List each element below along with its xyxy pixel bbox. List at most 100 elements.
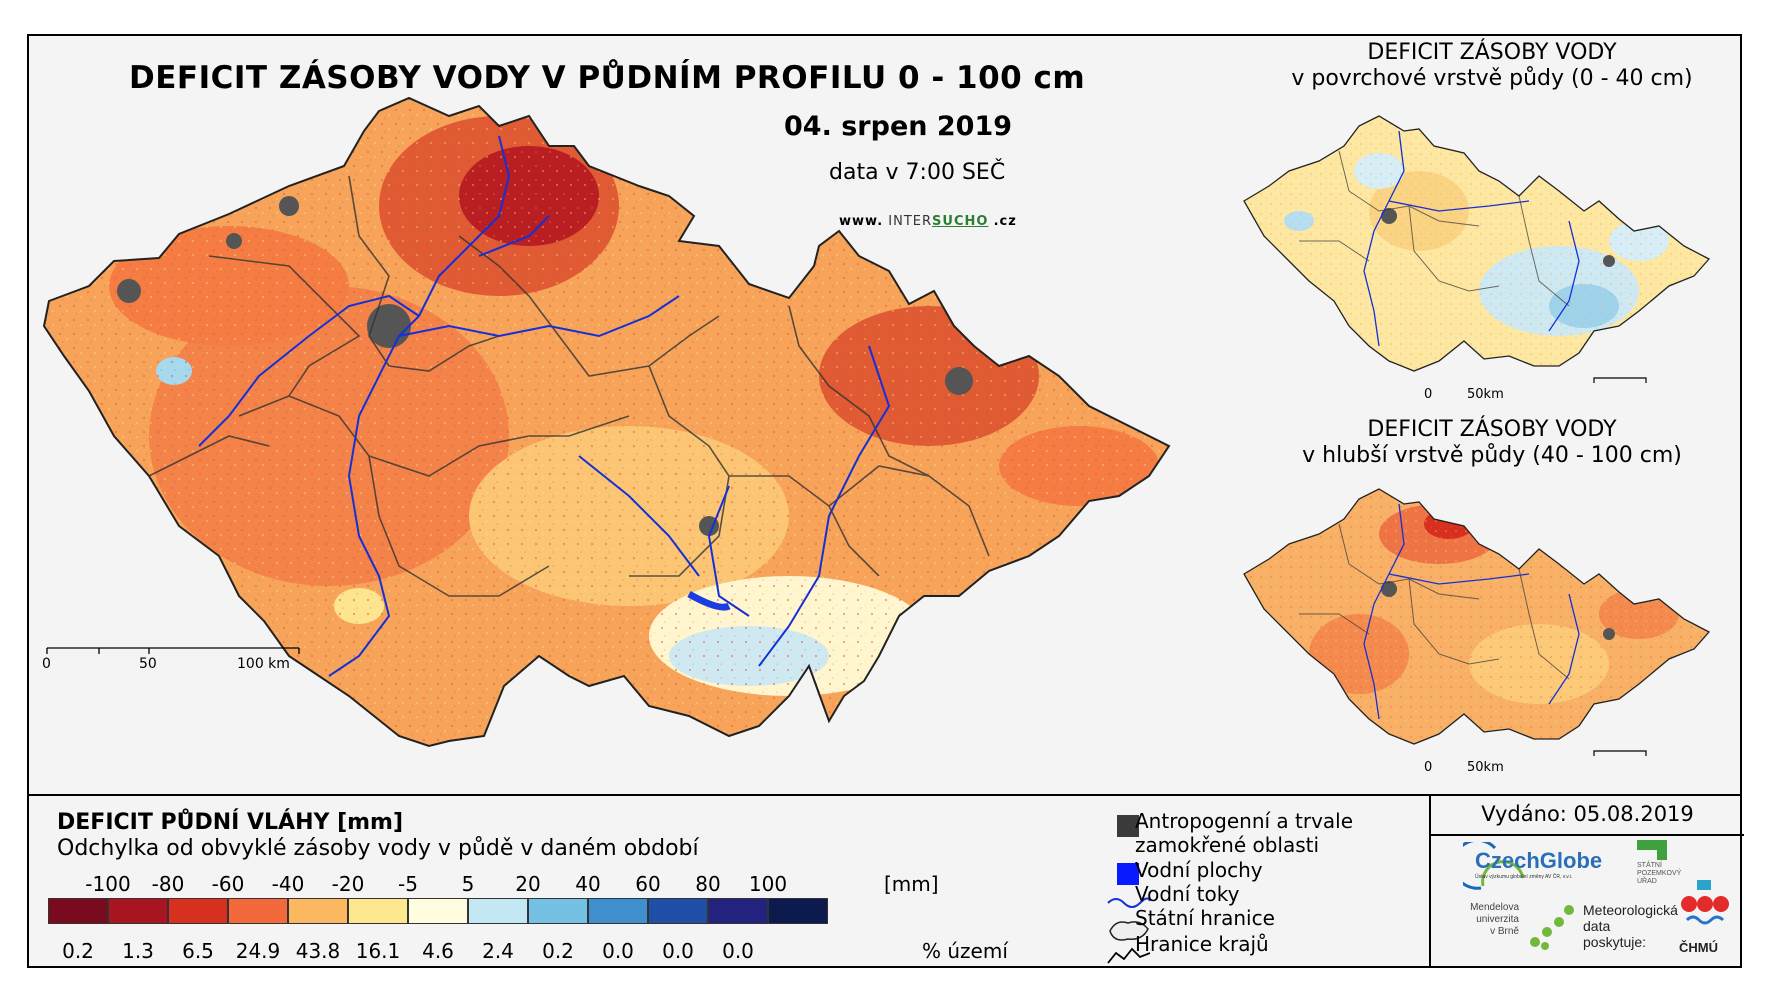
spu-text-2: POZEMKOVÝ	[1637, 870, 1682, 877]
legend-threshold-label: 40	[575, 872, 601, 896]
legend-swatch	[288, 898, 348, 924]
legend-swatch	[108, 898, 168, 924]
legend-threshold-label: 100	[748, 872, 788, 896]
legend-percent-value: 0.0	[662, 939, 694, 963]
czechglobe-name: CzechGlobe	[1475, 848, 1603, 873]
mendelu-logo	[1530, 905, 1574, 950]
mendelu-text: Mendelova univerzita v Brně	[1467, 902, 1519, 938]
mendelu-text-2: univerzita	[1476, 914, 1519, 925]
website-link[interactable]: www. INTERSUCHO .cz	[839, 214, 1017, 229]
meteo-text: Meteorologická data poskytuje:	[1583, 902, 1678, 950]
legend-threshold-label: 60	[635, 872, 661, 896]
legend-swatch	[468, 898, 528, 924]
inset-deep-title: DEFICIT ZÁSOBY VODY v hlubší vrstvě půdy…	[1232, 417, 1752, 469]
inset-deep-scale-0: 0	[1424, 760, 1433, 775]
legend-threshold-label: -5	[398, 872, 418, 896]
legend-threshold-label: -80	[151, 872, 185, 896]
main-map	[42, 96, 1171, 748]
symbol-anthropogenic-label-2: zamokřené oblasti	[1135, 833, 1320, 857]
czechglobe-logo	[1463, 842, 1525, 890]
spu-text-1: STÁTNÍ	[1637, 862, 1662, 869]
legend-swatch	[348, 898, 408, 924]
legend-percent-label: % území	[922, 939, 1008, 963]
legend-swatch	[528, 898, 588, 924]
legend-threshold-label: -100	[85, 872, 131, 896]
inset-surface-title: DEFICIT ZÁSOBY VODY v povrchové vrstvě p…	[1232, 40, 1752, 92]
inset-deep-heading: DEFICIT ZÁSOBY VODY	[1367, 417, 1617, 442]
website-suffix: .cz	[993, 214, 1017, 229]
legend-percent-value: 43.8	[295, 939, 341, 963]
inset-surface-map	[1243, 115, 1711, 383]
meteo-text-2: data	[1583, 918, 1611, 934]
spu-logo	[1637, 840, 1667, 860]
legend-title: DEFICIT PŮDNÍ VLÁHY [mm]	[57, 810, 404, 835]
legend-percent-value: 4.6	[422, 939, 454, 963]
river-symbol	[1107, 897, 1151, 908]
chmu-logo	[1681, 880, 1729, 925]
symbol-anthropogenic-label-1: Antropogenní a trvale	[1135, 809, 1354, 833]
legend-swatch	[588, 898, 648, 924]
website-intersucho-a: INTER	[888, 214, 933, 229]
map-frame: 0 50 100 km DEFICIT ZÁSOBY VODY V PŮDNÍM…	[27, 34, 1744, 968]
legend-percent-value: 6.5	[182, 939, 214, 963]
symbol-legend-icons	[1107, 815, 1151, 964]
website-prefix: www.	[839, 214, 884, 229]
legend-swatch	[648, 898, 708, 924]
symbol-state-border-label: Státní hranice	[1135, 906, 1275, 930]
spu-text-3: ÚŘAD	[1637, 878, 1657, 885]
issued-panel: Vydáno: 05.08.2019 CzechGlobe Ústav výzk…	[1429, 794, 1744, 968]
legend-threshold-label: -60	[211, 872, 245, 896]
legend-swatch	[168, 898, 228, 924]
inset-surface-scale-0: 0	[1424, 387, 1433, 402]
legend-threshold-label: 80	[695, 872, 721, 896]
legend-percent-value: 1.3	[122, 939, 154, 963]
inset-surface-scale-50: 50km	[1467, 387, 1504, 402]
main-scale-bar	[46, 647, 300, 654]
main-scale-50: 50	[139, 656, 157, 672]
legend-threshold-label: 20	[515, 872, 541, 896]
region-border-symbol	[1107, 947, 1151, 964]
issued-separator	[1431, 834, 1744, 836]
inset-deep-subtitle: v hlubší vrstvě půdy (40 - 100 cm)	[1302, 443, 1682, 468]
spu-text: STÁTNÍ POZEMKOVÝ ÚŘAD	[1637, 862, 1681, 886]
symbol-region-border-label: Hranice krajů	[1135, 932, 1269, 956]
anthropogenic-area-symbol	[1117, 815, 1139, 837]
legend-threshold-label: -40	[271, 872, 305, 896]
state-border-symbol	[1109, 921, 1149, 941]
mendelu-text-1: Mendelova	[1470, 902, 1519, 913]
legend-swatch	[408, 898, 468, 924]
legend-swatch	[48, 898, 108, 924]
legend-percent-value: 0.0	[722, 939, 754, 963]
map-date: 04. srpen 2019	[784, 111, 1013, 142]
meteo-text-1: Meteorologická	[1583, 902, 1678, 918]
inset-surface-heading: DEFICIT ZÁSOBY VODY	[1367, 40, 1617, 65]
legend-percent-value: 16.1	[355, 939, 401, 963]
symbol-water-label: Vodní plochy	[1135, 858, 1263, 882]
legend-threshold-label: 5	[461, 872, 475, 896]
czechglobe-subtitle: Ústav výzkumu globální změny AV ČR, v.v.…	[1475, 874, 1573, 880]
inset-deep-scale-50: 50km	[1467, 760, 1504, 775]
inset-deep-map	[1243, 488, 1711, 756]
legend-percent-value: 0.0	[602, 939, 634, 963]
main-scale-0: 0	[42, 656, 51, 672]
legend-swatch	[228, 898, 288, 924]
legend-unit: [mm]	[884, 872, 939, 896]
water-body-symbol	[1117, 863, 1139, 885]
symbol-rivers-label: Vodní toky	[1135, 882, 1240, 906]
website-intersucho-b: SUCHO	[932, 214, 989, 229]
legend-percent-value: 0.2	[62, 939, 94, 963]
legend-subtitle: Odchylka od obvyklé zásoby vody v půdě v…	[57, 836, 699, 861]
legend-percent-value: 2.4	[482, 939, 514, 963]
legend-percent-value: 0.2	[542, 939, 574, 963]
legend-swatch	[708, 898, 768, 924]
legend-percent-value: 24.9	[235, 939, 281, 963]
map-time: data v 7:00 SEČ	[829, 160, 1006, 185]
issued-date: Vydáno: 05.08.2019	[1481, 802, 1694, 826]
chmu-name: ČHMÚ	[1679, 940, 1718, 955]
map-title: DEFICIT ZÁSOBY VODY V PŮDNÍM PROFILU 0 -…	[129, 60, 1086, 96]
mendelu-text-3: v Brně	[1490, 926, 1519, 937]
legend-swatch	[768, 898, 828, 924]
main-scale-100: 100 km	[237, 656, 290, 672]
legend-threshold-label: -20	[331, 872, 365, 896]
meteo-text-3: poskytuje:	[1583, 934, 1647, 950]
